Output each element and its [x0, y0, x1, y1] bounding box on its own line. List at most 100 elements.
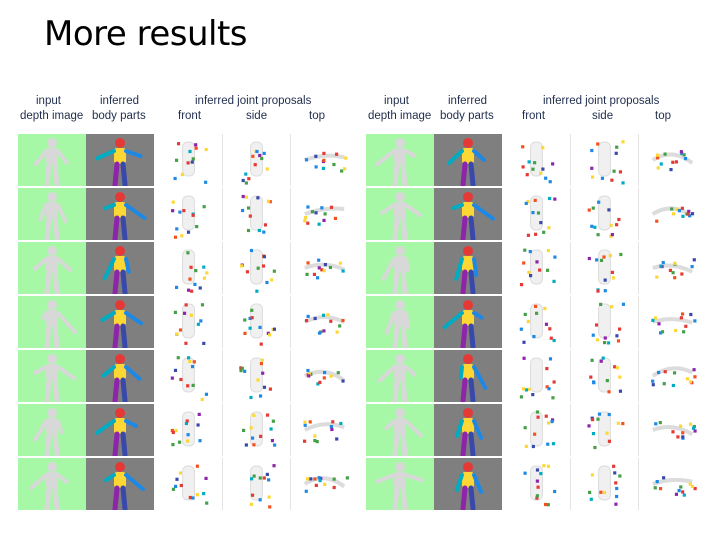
side-view-thumbnail	[571, 188, 639, 240]
side-view-thumbnail	[571, 296, 639, 348]
side-view-thumbnail	[571, 242, 639, 294]
header-side: side	[246, 110, 268, 122]
depth-image-thumbnail	[366, 404, 434, 456]
top-view-thumbnail	[639, 296, 706, 348]
result-row	[18, 134, 358, 186]
result-row	[18, 350, 358, 402]
front-view-thumbnail	[503, 134, 571, 186]
top-view-thumbnail	[291, 134, 358, 186]
front-view-thumbnail	[155, 458, 223, 510]
top-view-thumbnail	[639, 350, 706, 402]
side-view-thumbnail	[223, 242, 291, 294]
depth-image-thumbnail	[18, 350, 86, 402]
top-view-thumbnail	[639, 188, 706, 240]
front-view-thumbnail	[503, 296, 571, 348]
top-view-thumbnail	[639, 242, 706, 294]
side-view-thumbnail	[571, 404, 639, 456]
body-parts-thumbnail	[434, 296, 502, 348]
result-row	[18, 188, 358, 240]
side-view-thumbnail	[223, 134, 291, 186]
result-row	[366, 242, 706, 294]
header-body-parts: body parts	[92, 110, 146, 122]
depth-image-thumbnail	[366, 134, 434, 186]
header-front: front	[178, 110, 202, 122]
header-depth-image: depth image	[20, 110, 84, 122]
front-view-thumbnail	[503, 404, 571, 456]
side-view-thumbnail	[223, 296, 291, 348]
body-parts-thumbnail	[86, 188, 154, 240]
header-joint-proposals: inferred joint proposals	[195, 95, 312, 107]
side-view-thumbnail	[571, 350, 639, 402]
body-parts-thumbnail	[86, 242, 154, 294]
result-row	[366, 458, 706, 510]
depth-image-thumbnail	[18, 404, 86, 456]
front-view-thumbnail	[155, 404, 223, 456]
body-parts-thumbnail	[434, 458, 502, 510]
front-view-thumbnail	[155, 242, 223, 294]
result-row	[18, 296, 358, 348]
front-view-thumbnail	[155, 296, 223, 348]
top-view-thumbnail	[291, 242, 358, 294]
depth-image-thumbnail	[366, 188, 434, 240]
front-view-thumbnail	[503, 188, 571, 240]
depth-image-thumbnail	[18, 242, 86, 294]
body-parts-thumbnail	[434, 242, 502, 294]
top-view-thumbnail	[291, 404, 358, 456]
depth-image-thumbnail	[18, 134, 86, 186]
header-joint-proposals: inferred joint proposals	[543, 95, 660, 107]
body-parts-thumbnail	[86, 458, 154, 510]
header-input: input	[36, 95, 61, 107]
body-parts-thumbnail	[86, 296, 154, 348]
result-row	[366, 134, 706, 186]
depth-image-thumbnail	[366, 242, 434, 294]
result-row	[366, 296, 706, 348]
header-top: top	[309, 110, 325, 122]
front-view-thumbnail	[503, 242, 571, 294]
header-inferred: inferred	[448, 95, 487, 107]
front-view-thumbnail	[155, 188, 223, 240]
depth-image-thumbnail	[366, 350, 434, 402]
depth-image-thumbnail	[18, 458, 86, 510]
side-view-thumbnail	[223, 350, 291, 402]
front-view-thumbnail	[503, 458, 571, 510]
header-top: top	[655, 110, 671, 122]
top-view-thumbnail	[639, 404, 706, 456]
body-parts-thumbnail	[434, 350, 502, 402]
results-figure-left: input depth image inferred body parts in…	[18, 94, 358, 512]
side-view-thumbnail	[571, 458, 639, 510]
header-depth-image: depth image	[368, 110, 432, 122]
side-view-thumbnail	[571, 134, 639, 186]
header-input: input	[384, 95, 409, 107]
top-view-thumbnail	[639, 458, 706, 510]
body-parts-thumbnail	[434, 134, 502, 186]
side-view-thumbnail	[223, 404, 291, 456]
result-row	[18, 242, 358, 294]
depth-image-thumbnail	[366, 458, 434, 510]
top-view-thumbnail	[291, 350, 358, 402]
depth-image-thumbnail	[18, 188, 86, 240]
front-view-thumbnail	[503, 350, 571, 402]
body-parts-thumbnail	[86, 404, 154, 456]
header-body-parts: body parts	[440, 110, 494, 122]
header-inferred: inferred	[100, 95, 139, 107]
side-view-thumbnail	[223, 188, 291, 240]
front-view-thumbnail	[155, 134, 223, 186]
result-row	[366, 404, 706, 456]
top-view-thumbnail	[291, 296, 358, 348]
result-row	[366, 350, 706, 402]
top-view-thumbnail	[291, 458, 358, 510]
body-parts-thumbnail	[434, 188, 502, 240]
body-parts-thumbnail	[86, 134, 154, 186]
body-parts-thumbnail	[86, 350, 154, 402]
depth-image-thumbnail	[18, 296, 86, 348]
front-view-thumbnail	[155, 350, 223, 402]
body-parts-thumbnail	[434, 404, 502, 456]
slide-title: More results	[44, 14, 248, 54]
top-view-thumbnail	[639, 134, 706, 186]
header-front: front	[522, 110, 546, 122]
result-row	[18, 458, 358, 510]
results-figure-right: input depth image inferred body parts in…	[366, 94, 706, 512]
side-view-thumbnail	[223, 458, 291, 510]
result-row	[366, 188, 706, 240]
top-view-thumbnail	[291, 188, 358, 240]
